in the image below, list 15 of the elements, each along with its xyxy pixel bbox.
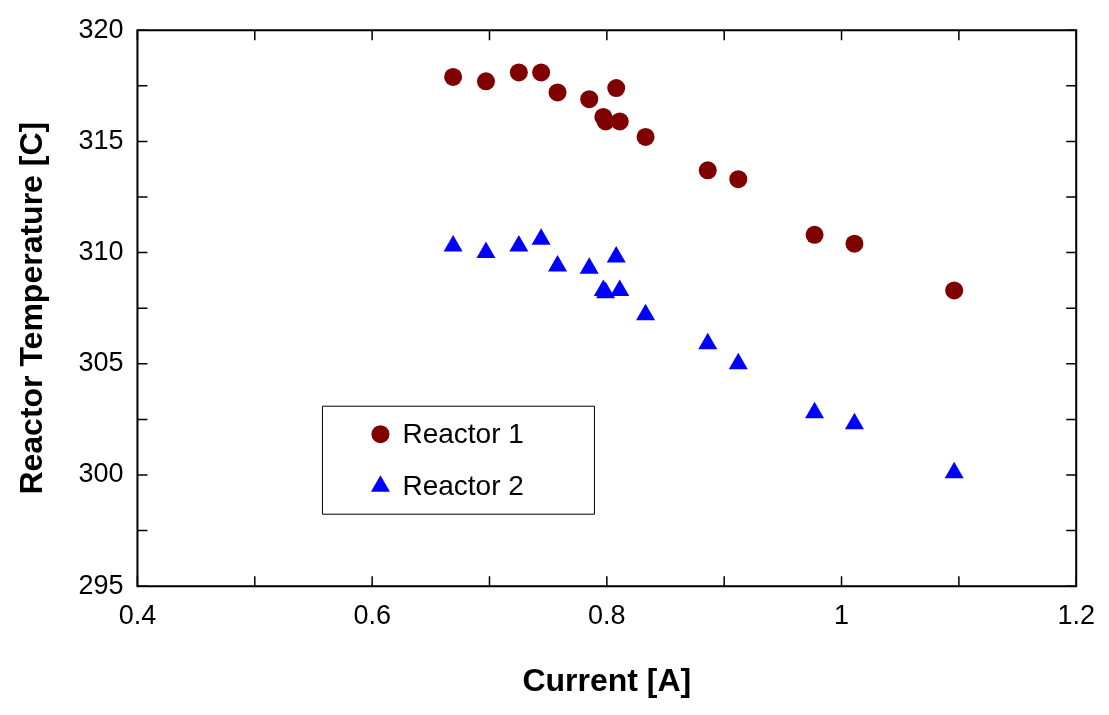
y-axis-title: Reactor Temperature [C]	[13, 121, 50, 495]
y-tick-label: 315	[78, 124, 124, 155]
y-tick-label: 310	[78, 236, 124, 267]
y-tick-label: 300	[78, 458, 124, 489]
y-tick-label: 320	[78, 13, 124, 44]
x-tick-label: 0.8	[588, 599, 626, 630]
legend-label: Reactor 1	[402, 417, 524, 449]
y-tick-label: 295	[78, 569, 124, 600]
x-tick-label: 0.4	[118, 599, 157, 630]
legend-label: Reactor 2	[402, 469, 524, 501]
x-axis-title: Current [A]	[522, 661, 692, 698]
x-tick-label: 1	[834, 599, 850, 630]
x-tick-label: 0.6	[353, 599, 391, 630]
y-tick-label: 305	[78, 347, 124, 378]
x-tick-label: 1.2	[1057, 599, 1096, 630]
